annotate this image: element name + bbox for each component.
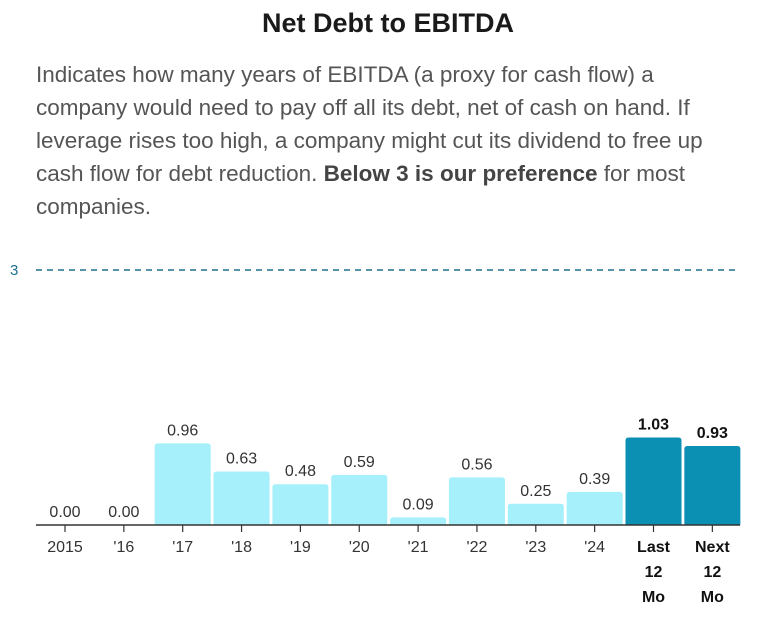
x-tick-label: '20 bbox=[349, 539, 370, 556]
bar-value-label: 0.93 bbox=[697, 425, 728, 442]
x-tick-label: '19 bbox=[290, 539, 311, 556]
bar-value-label: 0.09 bbox=[403, 496, 434, 513]
bar-value-label: 0.63 bbox=[226, 450, 257, 467]
x-tick-label: '18 bbox=[231, 539, 252, 556]
x-tick-label: Next 12 Mo bbox=[695, 539, 730, 606]
bar bbox=[390, 517, 447, 525]
chart-description: Indicates how many years of EBITDA (a pr… bbox=[36, 58, 736, 223]
bar-value-label: 0.25 bbox=[520, 483, 551, 500]
x-tick-label: '16 bbox=[113, 539, 134, 556]
x-tick-label: 2015 bbox=[47, 539, 83, 556]
x-tick-label: '22 bbox=[467, 539, 488, 556]
bar-value-label: 0.39 bbox=[579, 471, 610, 488]
bar bbox=[566, 491, 623, 525]
bar bbox=[331, 474, 388, 525]
bar-value-label: 0.59 bbox=[344, 454, 375, 471]
bar bbox=[507, 503, 564, 525]
description-emphasis: Below 3 is our preference bbox=[323, 161, 598, 186]
bar bbox=[625, 437, 682, 525]
chart-title: Net Debt to EBITDA bbox=[262, 8, 514, 38]
description-text-end: for most companies. bbox=[36, 161, 686, 219]
x-tick-label: Last 12 Mo bbox=[637, 539, 671, 606]
bar-value-label: 0.56 bbox=[461, 456, 492, 473]
bar bbox=[272, 484, 329, 525]
x-tick-label: '17 bbox=[172, 539, 193, 556]
bar bbox=[213, 471, 270, 525]
reference-line-label: 3 bbox=[10, 262, 18, 279]
bar-value-label: 0.00 bbox=[49, 504, 80, 521]
bar bbox=[684, 445, 741, 525]
x-tick-label: '23 bbox=[525, 539, 546, 556]
x-tick-label: '24 bbox=[584, 539, 605, 556]
description-text: Indicates how many years of EBITDA (a pr… bbox=[36, 62, 703, 186]
x-tick-label: '21 bbox=[408, 539, 429, 556]
bar-value-label: 0.48 bbox=[285, 463, 316, 480]
bar-value-label: 1.03 bbox=[638, 416, 669, 433]
bar-value-label: 0.96 bbox=[167, 422, 198, 439]
bar bbox=[448, 477, 505, 525]
bar bbox=[154, 443, 211, 525]
bar-value-label: 0.00 bbox=[108, 504, 139, 521]
